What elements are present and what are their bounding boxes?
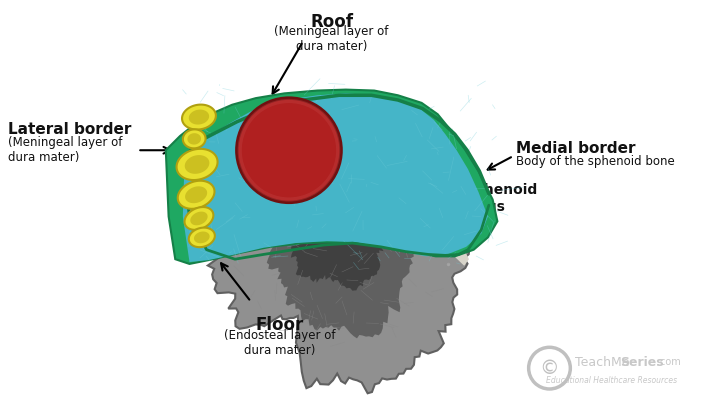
Text: Lateral border: Lateral border: [8, 122, 131, 137]
Polygon shape: [189, 148, 469, 266]
Text: ©: ©: [540, 359, 559, 378]
Polygon shape: [190, 211, 207, 225]
Polygon shape: [183, 129, 205, 148]
Text: (Endosteal layer of
dura mater): (Endosteal layer of dura mater): [224, 329, 335, 357]
Polygon shape: [185, 186, 207, 203]
Polygon shape: [184, 207, 213, 230]
Text: Sphenoid
sinus: Sphenoid sinus: [464, 183, 538, 214]
Polygon shape: [182, 105, 216, 130]
Polygon shape: [166, 90, 498, 264]
Text: Educational Healthcare Resources: Educational Healthcare Resources: [545, 376, 676, 385]
Polygon shape: [189, 110, 209, 125]
Polygon shape: [185, 155, 210, 174]
Text: (Meningeal layer of
dura mater): (Meningeal layer of dura mater): [274, 25, 389, 53]
Polygon shape: [207, 99, 476, 393]
Text: Body of the sphenoid bone: Body of the sphenoid bone: [517, 155, 675, 168]
Polygon shape: [277, 170, 390, 291]
Text: (Meningeal layer of
dura mater): (Meningeal layer of dura mater): [8, 136, 122, 164]
Polygon shape: [189, 228, 215, 247]
Circle shape: [237, 98, 341, 202]
Text: TeachMe: TeachMe: [575, 356, 629, 369]
Polygon shape: [187, 133, 201, 145]
Text: Roof: Roof: [310, 13, 353, 31]
Text: Medial border: Medial border: [517, 141, 636, 156]
Polygon shape: [194, 231, 210, 243]
Text: Series: Series: [620, 356, 664, 369]
Polygon shape: [177, 149, 217, 180]
Text: Floor: Floor: [255, 316, 304, 334]
Text: .com: .com: [657, 357, 680, 367]
Polygon shape: [183, 93, 488, 262]
Polygon shape: [267, 121, 416, 338]
Polygon shape: [178, 181, 215, 209]
